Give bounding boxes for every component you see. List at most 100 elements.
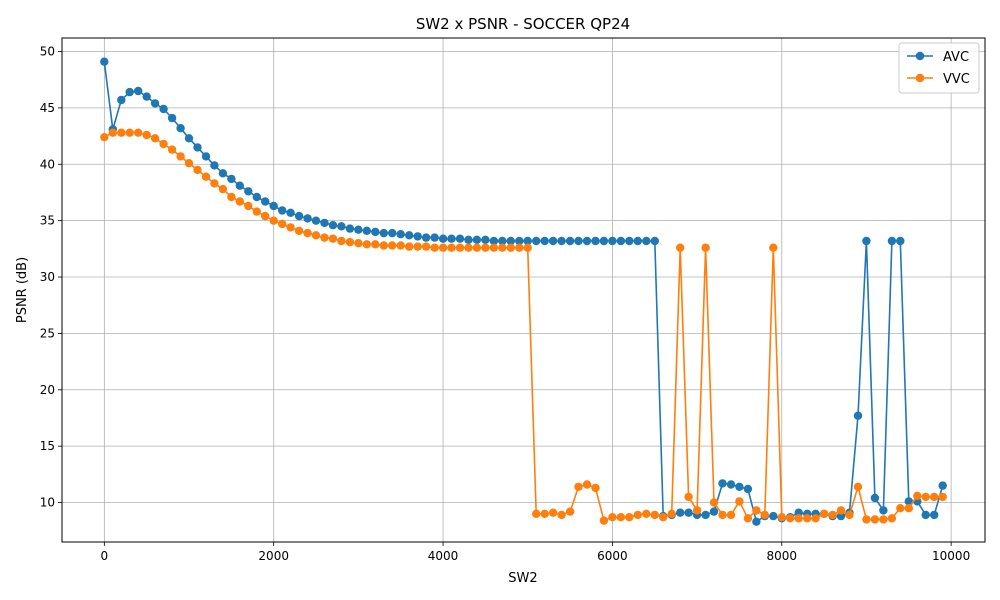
vvc-data-point <box>235 197 244 206</box>
legend-avc-marker <box>915 51 925 61</box>
avc-data-point <box>616 236 626 246</box>
avc-data-point <box>117 95 126 105</box>
vvc-data-point <box>455 243 465 252</box>
vvc-data-point <box>227 192 236 202</box>
avc-data-point <box>235 181 244 190</box>
x-tick-label: 2000 <box>258 549 289 563</box>
vvc-data-point <box>811 514 820 523</box>
vvc-data-point <box>472 243 482 252</box>
vvc-data-point <box>548 508 558 517</box>
x-tick-label: 4000 <box>428 549 459 563</box>
x-tick-label: 10000 <box>932 549 970 563</box>
vvc-data-point <box>565 507 575 516</box>
avc-data-point <box>354 225 363 234</box>
avc-data-point <box>396 230 405 239</box>
avc-data-point <box>735 482 744 491</box>
vvc-data-point <box>489 243 499 252</box>
vvc-data-point <box>659 513 668 522</box>
avc-data-point <box>769 511 778 521</box>
avc-series <box>100 57 947 526</box>
vvc-data-point <box>879 515 888 524</box>
avc-data-point <box>447 234 456 243</box>
legend-vvc-label: VVC <box>943 72 970 87</box>
vvc-data-point <box>904 504 913 513</box>
vvc-data-point <box>150 134 160 143</box>
avc-data-point <box>455 234 465 243</box>
avc-data-point <box>278 206 287 215</box>
x-tick-label: 0 <box>101 549 109 563</box>
y-tick-label: 50 <box>40 45 55 59</box>
y-tick-label: 45 <box>40 101 55 115</box>
vvc-series <box>100 128 947 525</box>
vvc-data-point <box>100 133 109 142</box>
vvc-data-point <box>735 497 744 506</box>
avc-data-point <box>633 236 642 246</box>
avc-data-point <box>379 228 388 238</box>
avc-data-point <box>193 143 202 152</box>
avc-data-point <box>752 517 761 526</box>
vvc-data-point <box>184 159 194 168</box>
y-tick-label: 15 <box>40 439 55 453</box>
vvc-data-point <box>921 492 930 502</box>
vvc-data-point <box>261 211 270 221</box>
vvc-data-point <box>836 506 846 515</box>
avc-data-point <box>557 236 566 246</box>
avc-data-point <box>625 236 634 246</box>
avc-data-point <box>227 174 236 184</box>
vvc-data-point <box>303 228 312 238</box>
avc-data-point <box>718 479 727 488</box>
vvc-data-point <box>769 243 778 252</box>
vvc-data-point <box>726 510 736 520</box>
vvc-data-point <box>582 480 592 489</box>
avc-data-point <box>125 87 134 97</box>
vvc-data-point <box>692 506 702 515</box>
avc-data-point <box>608 236 617 246</box>
avc-data-point <box>709 507 719 516</box>
vvc-data-point <box>506 243 515 252</box>
vvc-data-point <box>210 179 219 188</box>
avc-data-point <box>244 187 253 196</box>
vvc-data-point <box>193 165 202 175</box>
avc-data-point <box>252 192 261 202</box>
vvc-data-point <box>718 510 727 520</box>
series-layer <box>100 57 947 526</box>
avc-series-line <box>103 61 944 523</box>
vvc-data-point <box>438 243 448 252</box>
vvc-data-point <box>388 241 397 250</box>
avc-data-point <box>506 236 515 246</box>
avc-data-point <box>100 57 109 66</box>
vvc-data-point <box>515 243 524 252</box>
avc-data-point <box>328 221 338 230</box>
avc-data-point <box>371 227 380 237</box>
vvc-data-point <box>320 233 329 242</box>
vvc-data-point <box>294 226 304 235</box>
vvc-data-point <box>667 509 676 518</box>
vvc-data-point <box>786 514 795 523</box>
legend-avc-label: AVC <box>943 50 969 65</box>
vvc-data-point <box>159 139 168 149</box>
vvc-data-point <box>599 516 609 525</box>
avc-data-point <box>464 235 473 244</box>
vvc-data-point <box>938 492 947 502</box>
avc-data-point <box>413 232 422 241</box>
legend: AVC VVC <box>898 42 980 94</box>
vvc-data-point <box>574 482 583 491</box>
grid <box>62 38 985 542</box>
vvc-data-point <box>286 223 295 232</box>
vvc-data-point <box>557 510 566 520</box>
vvc-data-point <box>896 504 905 513</box>
vvc-data-point <box>201 172 211 181</box>
avc-data-point <box>853 411 863 420</box>
vvc-data-point <box>913 491 922 500</box>
avc-data-point <box>582 236 592 246</box>
vvc-data-point <box>464 243 473 252</box>
vvc-data-point <box>345 237 355 247</box>
vvc-data-point <box>633 510 642 520</box>
avc-data-point <box>286 208 295 217</box>
vvc-data-point <box>752 506 761 515</box>
avc-data-point <box>261 197 270 206</box>
vvc-data-point <box>269 216 278 225</box>
avc-data-point <box>726 480 736 489</box>
vvc-data-point <box>362 240 371 249</box>
